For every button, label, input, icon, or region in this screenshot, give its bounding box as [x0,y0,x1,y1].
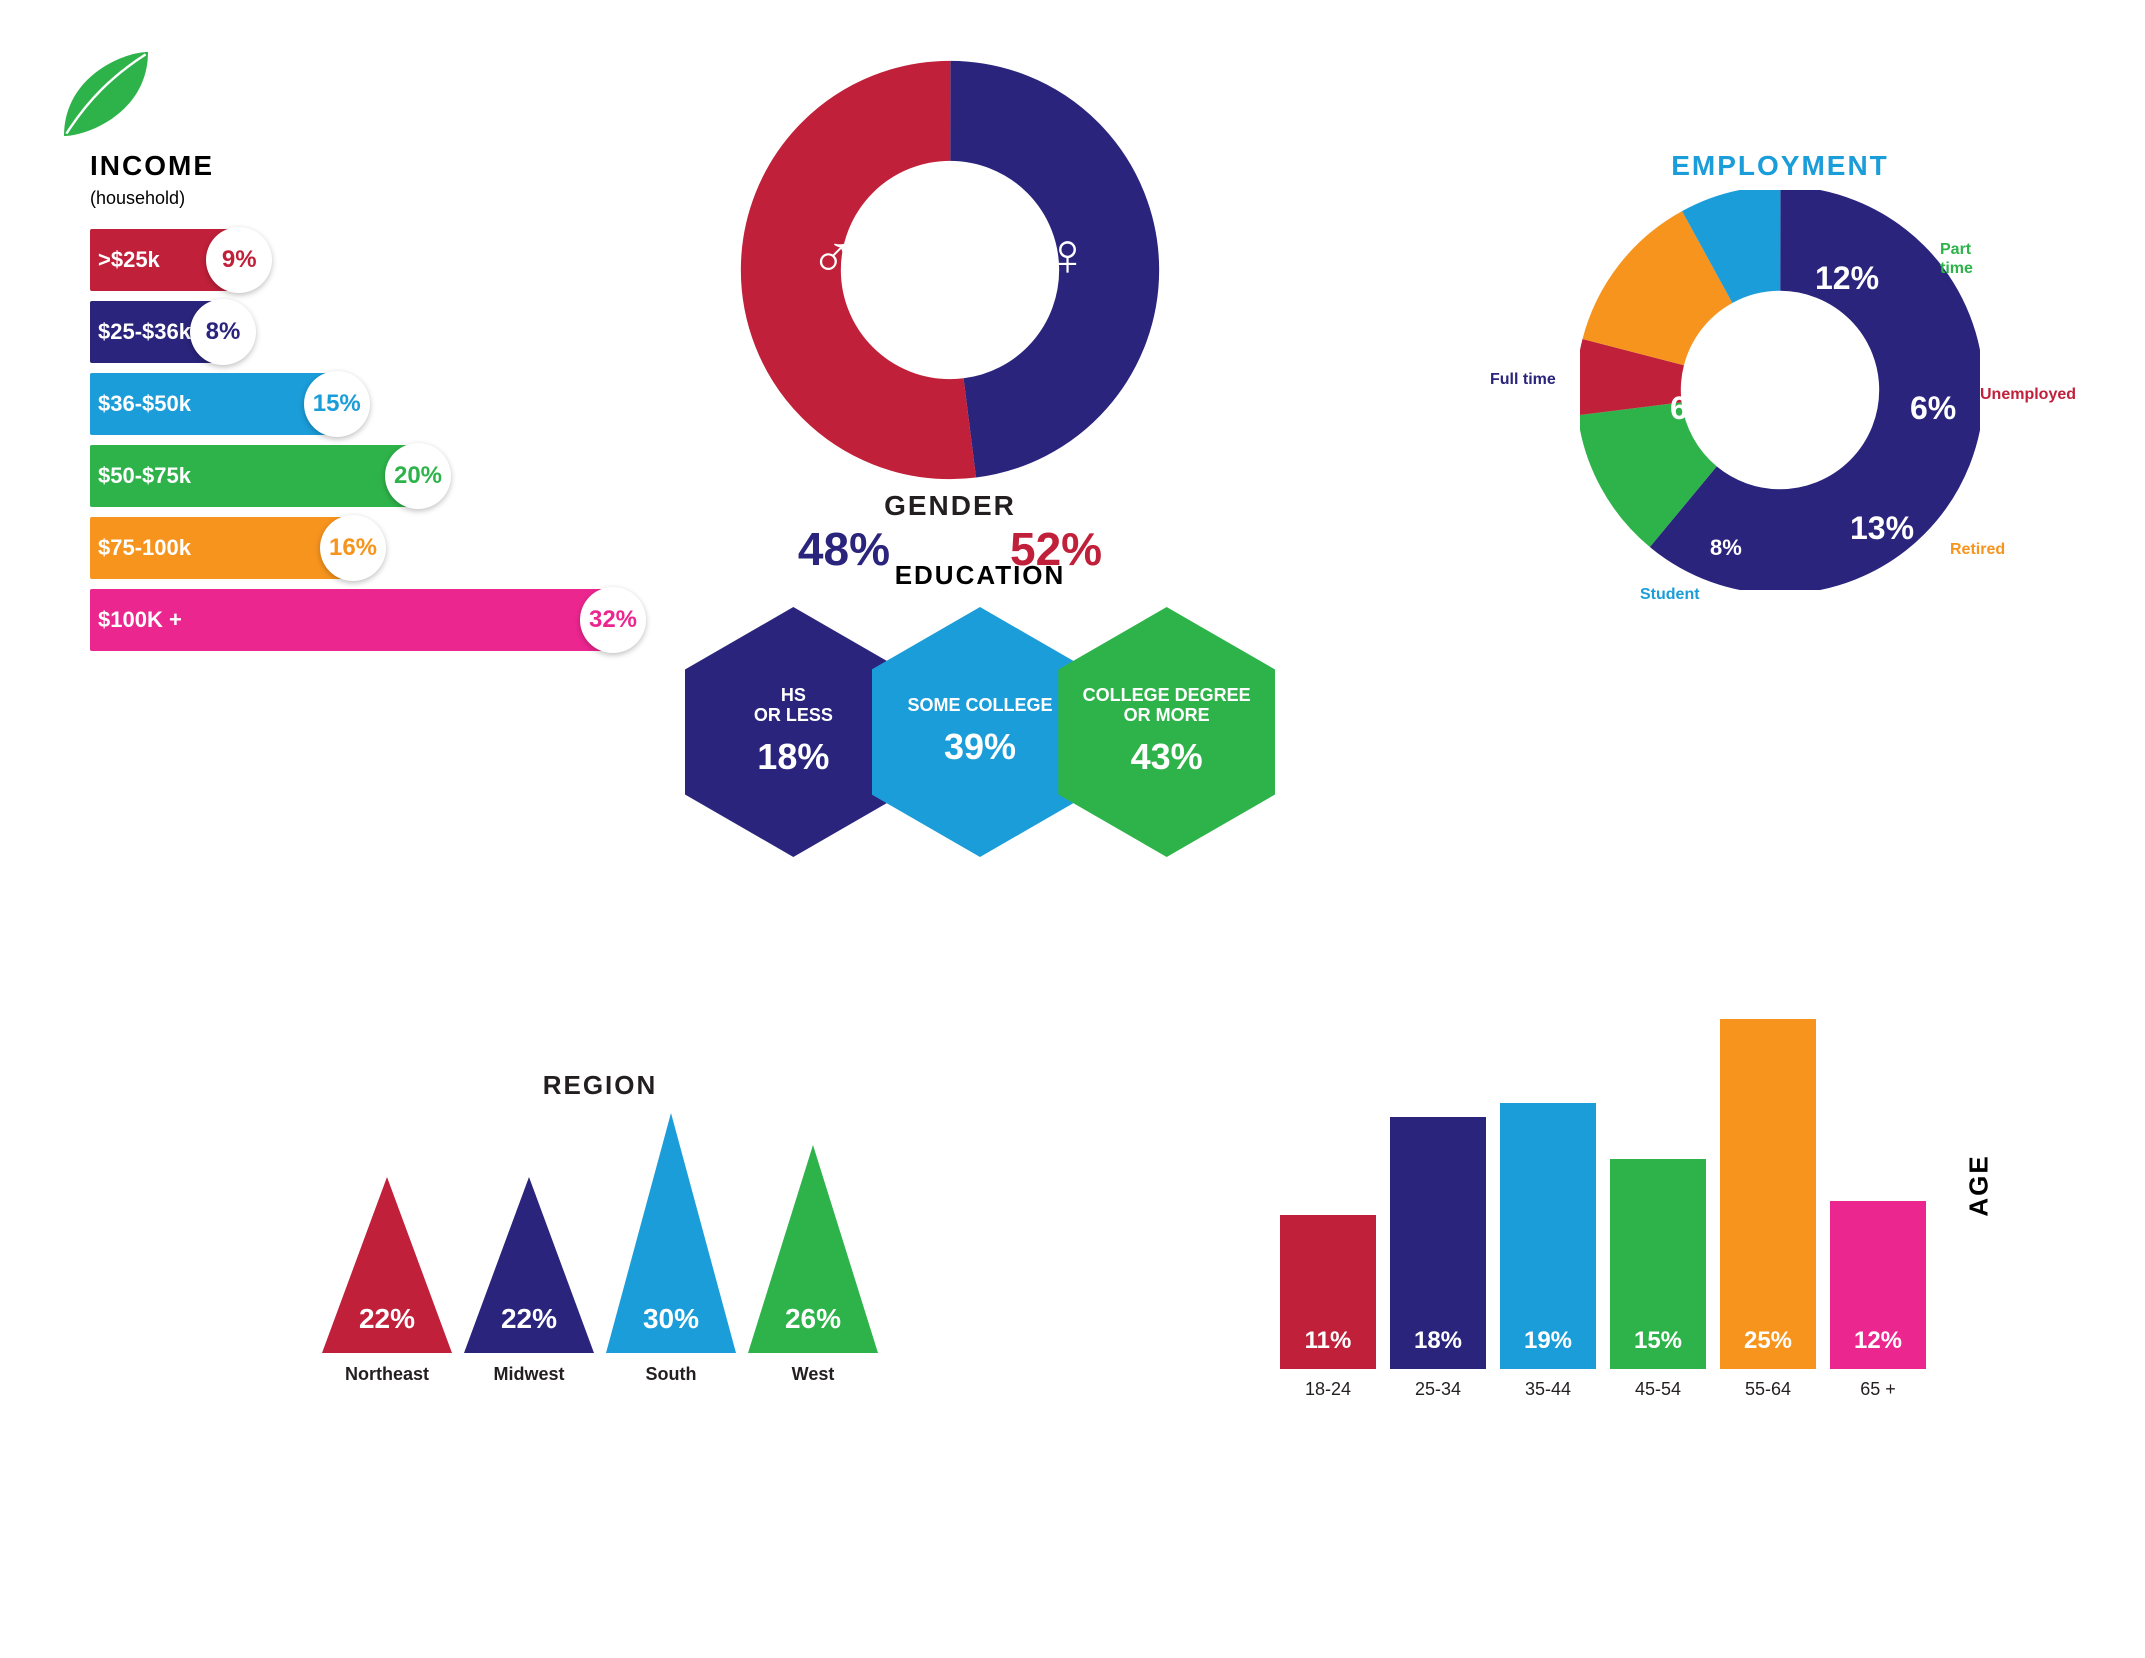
employment-legend: Part time [1940,240,1980,278]
income-row-label: $100K + [98,607,182,633]
income-subtitle: (household) [90,188,650,209]
income-title: INCOME [90,150,650,182]
employment-title: EMPLOYMENT [1500,150,2060,182]
region-item: 26% West [748,1145,878,1385]
age-title: AGE [1963,1154,1994,1216]
income-bars: >$25k 9% $25-$36k 8% $36-$50k 15% $50-$7… [90,229,650,651]
income-row-label: >$25k [98,247,160,273]
region-label: Midwest [464,1364,594,1385]
education-label: COLLEGE DEGREEOR MORE [1083,686,1251,726]
age-col: 11% 18-24 [1280,1215,1376,1400]
employment-legend: Full time [1490,370,1556,389]
education-pct: 43% [1131,736,1203,778]
region-pct: 22% [359,1303,415,1335]
education-hex: HSOR LESS 18% [685,607,902,857]
income-row-badge: 8% [190,299,256,365]
region-title: REGION [280,1070,920,1101]
region-item: 22% Midwest [464,1177,594,1385]
region-item: 22% Northeast [322,1177,452,1385]
income-row-badge: 16% [320,515,386,581]
gender-chart: ♂ ♀ GENDER 48% 52% [650,60,1250,576]
age-col: 12% 65 + [1830,1201,1926,1400]
employment-pct: 6% [1910,390,1956,427]
age-label: 45-54 [1610,1379,1706,1400]
region-label: Northeast [322,1364,452,1385]
age-bar: 12% [1830,1201,1926,1369]
education-title: EDUCATION [700,560,1260,591]
income-row: $75-100k 16% [90,517,650,579]
region-label: West [748,1364,878,1385]
employment-chart: EMPLOYMENT 61%12%6%13%8%Full timePart ti… [1500,150,2060,590]
age-col: 19% 35-44 [1500,1103,1596,1400]
region-item: 30% South [606,1113,736,1385]
age-col: 18% 25-34 [1390,1117,1486,1400]
income-row-badge: 20% [385,443,451,509]
education-label: SOME COLLEGE [908,696,1053,716]
age-bar: 19% [1500,1103,1596,1369]
age-col: 15% 45-54 [1610,1159,1706,1400]
education-pct: 18% [757,736,829,778]
age-col: 25% 55-64 [1720,1019,1816,1400]
employment-pct: 8% [1710,535,1742,561]
leaf-icon [40,40,160,160]
age-chart: AGE 11% 18-24 18% 25-34 19% 35-44 15% 45… [1280,1010,2030,1400]
age-label: 25-34 [1390,1379,1486,1400]
education-hex: COLLEGE DEGREEOR MORE 43% [1058,607,1275,857]
age-label: 65 + [1830,1379,1926,1400]
income-row-label: $75-100k [98,535,191,561]
employment-legend: Retired [1950,540,2005,559]
education-label: HSOR LESS [754,686,833,726]
region-pct: 30% [643,1303,699,1335]
age-label: 55-64 [1720,1379,1816,1400]
region-pct: 22% [501,1303,557,1335]
income-row: $25-$36k 8% [90,301,650,363]
income-chart: INCOME (household) >$25k 9% $25-$36k 8% … [90,150,650,661]
income-row: $36-$50k 15% [90,373,650,435]
employment-legend: Unemployed [1980,385,2076,404]
income-row-label: $50-$75k [98,463,191,489]
age-label: 35-44 [1500,1379,1596,1400]
employment-pct: 61% [1670,390,1734,427]
age-bar: 25% [1720,1019,1816,1369]
education-hex: SOME COLLEGE 39% [872,607,1089,857]
income-row: $100K + 32% [90,589,650,651]
income-row: $50-$75k 20% [90,445,650,507]
income-row: >$25k 9% [90,229,650,291]
income-row-badge: 15% [304,371,370,437]
gender-donut: ♂ ♀ [740,60,1160,480]
region-pct: 26% [785,1303,841,1335]
age-bar: 15% [1610,1159,1706,1369]
employment-pct: 12% [1815,260,1879,297]
income-row-badge: 9% [206,227,272,293]
education-chart: EDUCATION HSOR LESS 18% SOME COLLEGE 39%… [700,560,1260,857]
age-bar: 18% [1390,1117,1486,1369]
age-bar: 11% [1280,1215,1376,1369]
female-icon: ♀ [1045,220,1090,289]
income-row-badge: 32% [580,587,646,653]
education-pct: 39% [944,726,1016,768]
gender-title: GENDER [650,490,1250,522]
male-icon: ♂ [810,220,855,289]
age-label: 18-24 [1280,1379,1376,1400]
income-row-label: $36-$50k [98,391,191,417]
income-row-label: $25-$36k [98,319,191,345]
region-chart: REGION 22% Northeast 22% Midwest 30% Sou… [280,1070,920,1385]
employment-pct: 13% [1850,510,1914,547]
region-label: South [606,1364,736,1385]
employment-legend: Student [1640,585,1700,604]
